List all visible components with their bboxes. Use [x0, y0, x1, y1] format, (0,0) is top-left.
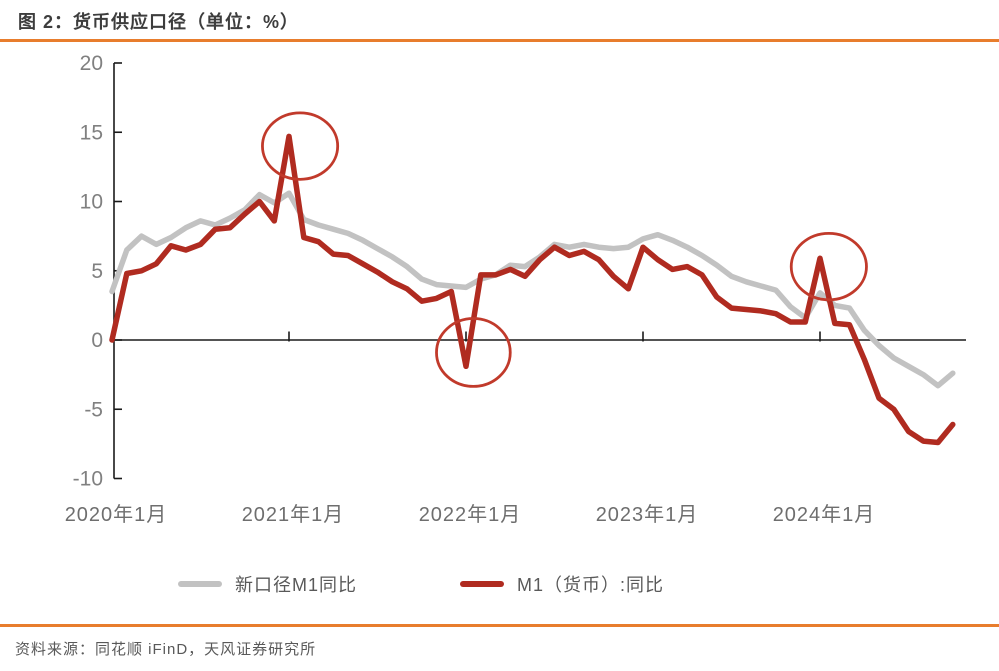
- x-tick-label: 2024年1月: [773, 503, 876, 526]
- x-tick-label: 2023年1月: [596, 503, 699, 526]
- legend-label-old-m1: M1（货币）:同比: [517, 575, 665, 595]
- y-tick-label: 0: [91, 329, 103, 352]
- y-tick-label: 5: [91, 260, 103, 283]
- y-tick-label: 15: [80, 121, 103, 144]
- line-chart: 20 15 10 5 0 -5 -10 2020年1月 2021年1月 2022年1月 2023年1…: [65, 52, 966, 526]
- x-tick-label: 2020年1月: [65, 503, 168, 526]
- x-tick-label: 2022年1月: [419, 503, 522, 526]
- source-note: 资料来源：同花顺 iFinD，天风证券研究所: [15, 641, 317, 658]
- red-series-line: [109, 133, 956, 446]
- gray-series-line: [109, 190, 956, 389]
- y-tick-label: 10: [80, 191, 103, 214]
- legend-label-new-m1: 新口径M1同比: [235, 575, 358, 595]
- x-tick-label: 2021年1月: [242, 503, 345, 526]
- y-tick-label: 20: [80, 52, 103, 75]
- legend-item-new-m1: 新口径M1同比: [178, 571, 357, 597]
- y-tick-label: -10: [73, 468, 103, 491]
- y-tick-label: -5: [84, 398, 103, 421]
- footer-divider: [0, 624, 999, 627]
- red-line-swatch: [460, 581, 504, 587]
- title-divider: [0, 39, 999, 42]
- legend-item-old-m1: M1（货币）:同比: [460, 571, 664, 597]
- annotation-circle: [789, 231, 868, 302]
- annotation-circle: [261, 111, 340, 181]
- annotation-circle: [435, 317, 512, 388]
- figure-title: 图 2：货币供应口径（单位：%）: [18, 12, 300, 32]
- gray-line-swatch: [178, 581, 222, 587]
